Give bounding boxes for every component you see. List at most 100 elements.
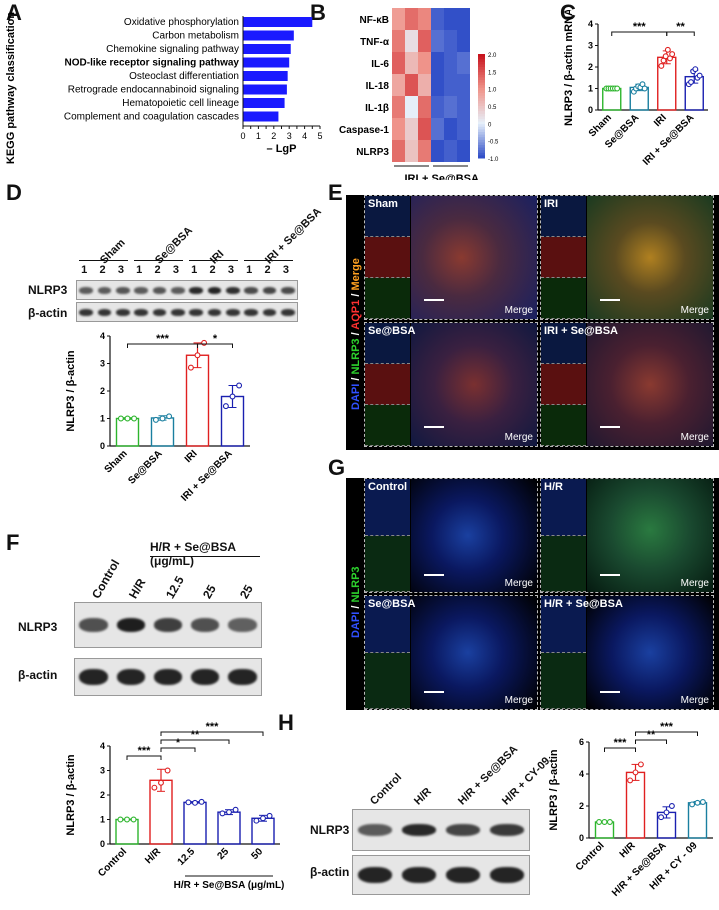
merge-caption: Merge [504,432,533,443]
chartF-point [158,779,164,786]
b-heat-cell [444,118,457,140]
a-ylabel: KEGG pathway classification [5,12,17,164]
b-heat-cell [431,74,444,96]
scale-bar [599,426,620,428]
chartC-ytick-label: 1 [588,84,593,94]
b-heat-cell [405,140,418,162]
b-heat-cell [444,52,457,74]
chartH-category-label: H/R [618,840,639,861]
b-colorbar-segment [478,90,485,94]
a-bar [243,30,294,41]
b-colorbar-segment [478,80,485,84]
channel-thumbnail [365,237,410,278]
chartH-point [694,799,701,806]
merge-image [586,196,713,319]
d-lane-number: 1 [136,264,143,276]
chartF-category-label: H/R [143,846,164,867]
chartF-point [266,812,273,819]
micrograph-tile: Se@BSA Merge [364,595,538,710]
channel-thumbnail [541,237,586,278]
tile-label: IRI + Se@BSA [544,325,618,337]
d-group-label: Sham [97,236,128,267]
b-colorbar-segment [478,132,485,136]
panel-e-label: E [328,180,343,205]
b-colorbar-segment [478,69,485,73]
d-lane-number: 3 [117,264,124,276]
chartH-point [699,799,706,805]
chartC-ytick-label: 2 [588,62,593,72]
chartH-point [668,803,675,809]
panel-b-label: B [310,0,326,25]
chartD-point [117,415,124,422]
chartF-category-label: 12.5 [176,846,198,868]
merge-caption: Merge [504,305,533,316]
chartH-ylabel: NLRP3 / β-actin [548,749,560,831]
b-heat-cell [405,74,418,96]
chartD-ylabel: NLRP3 / β-actin [65,350,77,432]
blot-band [170,308,185,316]
chartH-sig-label: ** [647,729,656,741]
d-lane-number: 1 [246,264,253,276]
b-row-label: NF-κB [360,15,389,26]
h-beta-actin-label: β-actin [310,865,350,879]
chartD-bar [115,417,140,447]
b-colorbar-segment [478,152,485,156]
b-colorbar-segment [478,119,485,123]
panel-d-label: D [6,180,22,205]
chartH-point [601,819,608,825]
d-group-line [189,260,238,261]
scale-bar [423,574,444,576]
b-heat-cell [392,52,405,74]
channel-thumbnail [541,405,586,446]
d-lane-number: 2 [154,264,161,276]
b-heat-cell [431,118,444,140]
channel-thumbnail [365,278,410,319]
blot-band [262,308,277,316]
chartF-point [151,784,158,791]
b-colorbar-segment [478,142,485,146]
b-heat-cell [405,8,418,30]
b-colorbar-segment [478,137,485,141]
chartF-ylabel: NLRP3 / β-actin [65,754,77,836]
chartF-point [117,816,124,823]
tile-label: Control [368,481,408,493]
b-heat-cell [431,8,444,30]
b-colorbar-segment [478,145,485,149]
blot-band [244,286,259,294]
scale-bar [599,691,620,693]
chartF-sig-label: * [176,737,181,749]
blot-band [244,308,259,316]
chartC-category-label: IRI [652,112,669,129]
chartF-point [164,767,171,774]
b-heat-cell [418,30,431,52]
panel-f-blot-area: Control H/R 12.5 25 25 H/R + Se@BSA (μg/mL) … [0,540,270,710]
panel-h-chart: NLRP3 / β-actin 0 2 4 6 Control H/RH/R + Se@BS… [548,721,713,899]
chartH-bar [687,802,708,839]
micrograph-tile: Control Merge [364,478,538,593]
b-colorbar-segment [478,54,485,58]
blot-band [207,286,222,294]
b-heat-cell [431,52,444,74]
chartD-category-label: Se@BSA [126,448,164,486]
chartH-point [658,814,665,821]
blot-band [228,618,257,632]
b-group-label: + Se@BSA [422,173,479,180]
chartD-point [166,413,173,420]
b-row-label: Caspase-1 [339,125,389,136]
d-lane-number: 2 [99,264,106,276]
scale-bar [423,299,444,301]
chartD-point [152,416,159,423]
panel-h-label: H [278,710,294,735]
chartD-ytick-label: 0 [100,441,105,451]
channel-thumbnail [541,596,586,653]
chartD-point [194,352,201,359]
blot-band [228,669,257,685]
b-heat-cell [418,140,431,162]
f-header: H/R + Se@BSA (μg/mL) [150,540,236,568]
d-lane-number: 3 [172,264,179,276]
chartH-ytick-label: 0 [579,833,584,843]
channel-thumbnail [365,405,410,446]
b-colorbar-segment [478,113,485,117]
b-heat-cell [457,8,470,30]
b-heat-cell [418,8,431,30]
